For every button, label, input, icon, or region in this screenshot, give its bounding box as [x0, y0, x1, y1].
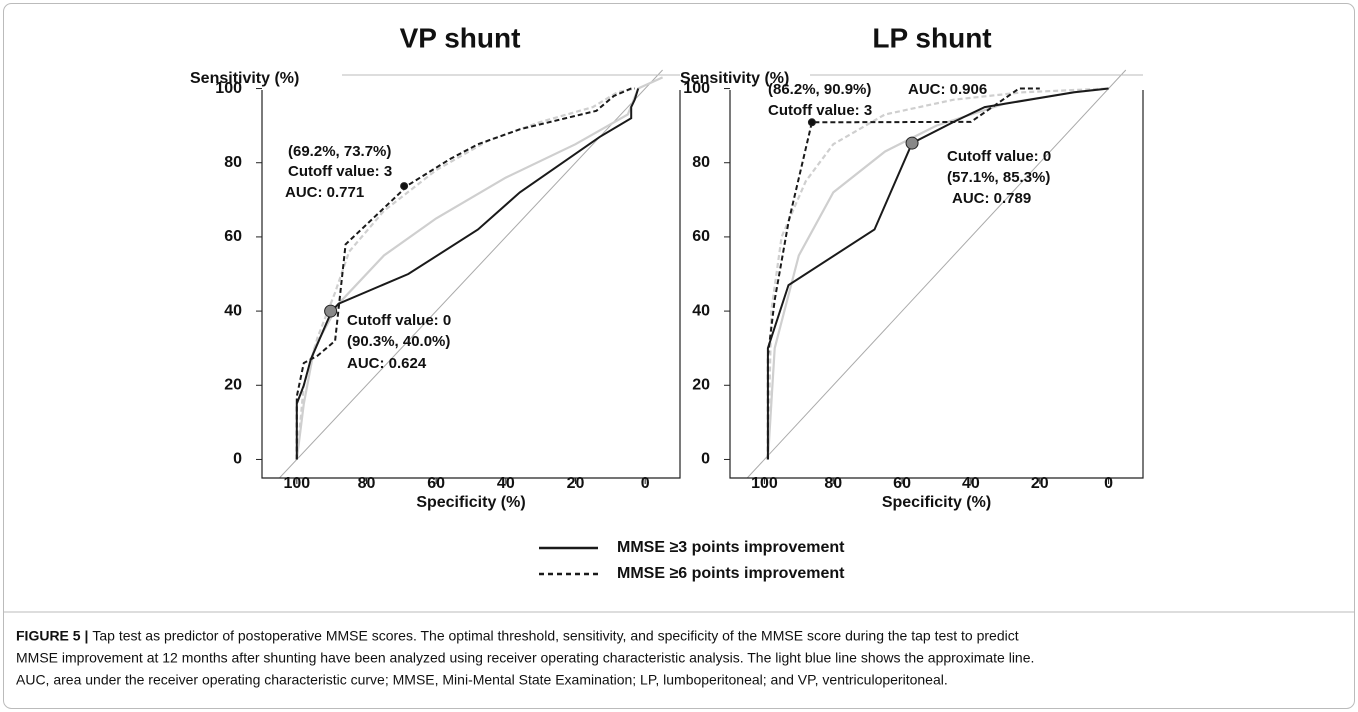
axis-frame	[261, 90, 681, 479]
y-tick-label: 40	[224, 302, 242, 319]
x-tick-label: 20	[567, 475, 585, 492]
annotation: AUC: 0.906	[908, 81, 987, 98]
caption-line: Tap test as predictor of postoperative M…	[92, 628, 1018, 644]
approx-line	[295, 76, 664, 460]
x-tick-label: 80	[358, 475, 376, 492]
x-tick-label: 80	[824, 475, 842, 492]
annotation: Cutoff value: 0	[947, 148, 1051, 165]
x-tick-label: 40	[497, 475, 515, 492]
annotation: (57.1%, 85.3%)	[947, 169, 1050, 186]
caption-line: AUC, area under the receiver operating c…	[16, 672, 948, 688]
annotation: Cutoff value: 3	[768, 102, 872, 119]
y-tick-label: 80	[224, 154, 242, 171]
x-tick-label: 0	[641, 475, 650, 492]
annotation: Cutoff value: 0	[347, 312, 451, 329]
legend-label: MMSE ≥3 points improvement	[617, 539, 845, 556]
annotation: (90.3%, 40.0%)	[347, 333, 450, 350]
cutoff-point	[905, 136, 919, 150]
y-tick-label: 100	[215, 80, 242, 97]
x-tick-label: 60	[427, 475, 445, 492]
y-tick-label: 100	[683, 80, 710, 97]
annotation: AUC: 0.624	[347, 355, 427, 372]
cutoff-point	[400, 182, 409, 191]
legend-label: MMSE ≥6 points improvement	[617, 565, 845, 582]
figure-border	[3, 3, 1355, 709]
x-axis-label: Specificity (%)	[416, 494, 525, 511]
annotation: (86.2%, 90.9%)	[768, 81, 871, 98]
annotation: AUC: 0.771	[285, 184, 364, 201]
annotation: AUC: 0.789	[952, 190, 1031, 207]
y-axis-label: Sensitivity (%)	[190, 70, 299, 87]
y-tick-label: 20	[692, 376, 710, 393]
roc-line	[295, 88, 640, 460]
annotation: Cutoff value: 3	[288, 163, 392, 180]
axis-frame	[729, 90, 1144, 479]
diagonal	[746, 69, 1127, 478]
x-tick-label: 0	[1104, 475, 1113, 492]
caption-line: MMSE improvement at 12 months after shun…	[16, 650, 1034, 666]
chart-title: VP shunt	[400, 22, 521, 53]
diagonal	[279, 69, 663, 478]
y-tick-label: 80	[692, 154, 710, 171]
x-tick-label: 100	[751, 475, 778, 492]
chart-title: LP shunt	[872, 22, 991, 53]
approx-line	[766, 87, 1109, 460]
annotation: (69.2%, 73.7%)	[288, 143, 391, 160]
x-tick-label: 60	[893, 475, 911, 492]
y-tick-label: 0	[701, 451, 710, 468]
approx-line	[295, 87, 635, 460]
x-tick-label: 20	[1031, 475, 1049, 492]
cutoff-point	[807, 118, 816, 127]
roc-line	[295, 87, 635, 460]
x-tick-label: 100	[283, 475, 310, 492]
x-axis-label: Specificity (%)	[882, 494, 991, 511]
y-axis-label: Sensitivity (%)	[680, 70, 789, 87]
caption-label: FIGURE 5 |	[16, 628, 88, 644]
roc-line	[766, 87, 1040, 460]
x-tick-label: 40	[962, 475, 980, 492]
y-tick-label: 60	[224, 228, 242, 245]
y-tick-label: 40	[692, 302, 710, 319]
y-tick-label: 60	[692, 228, 710, 245]
cutoff-point	[324, 304, 338, 318]
y-tick-label: 0	[233, 451, 242, 468]
y-tick-label: 20	[224, 376, 242, 393]
